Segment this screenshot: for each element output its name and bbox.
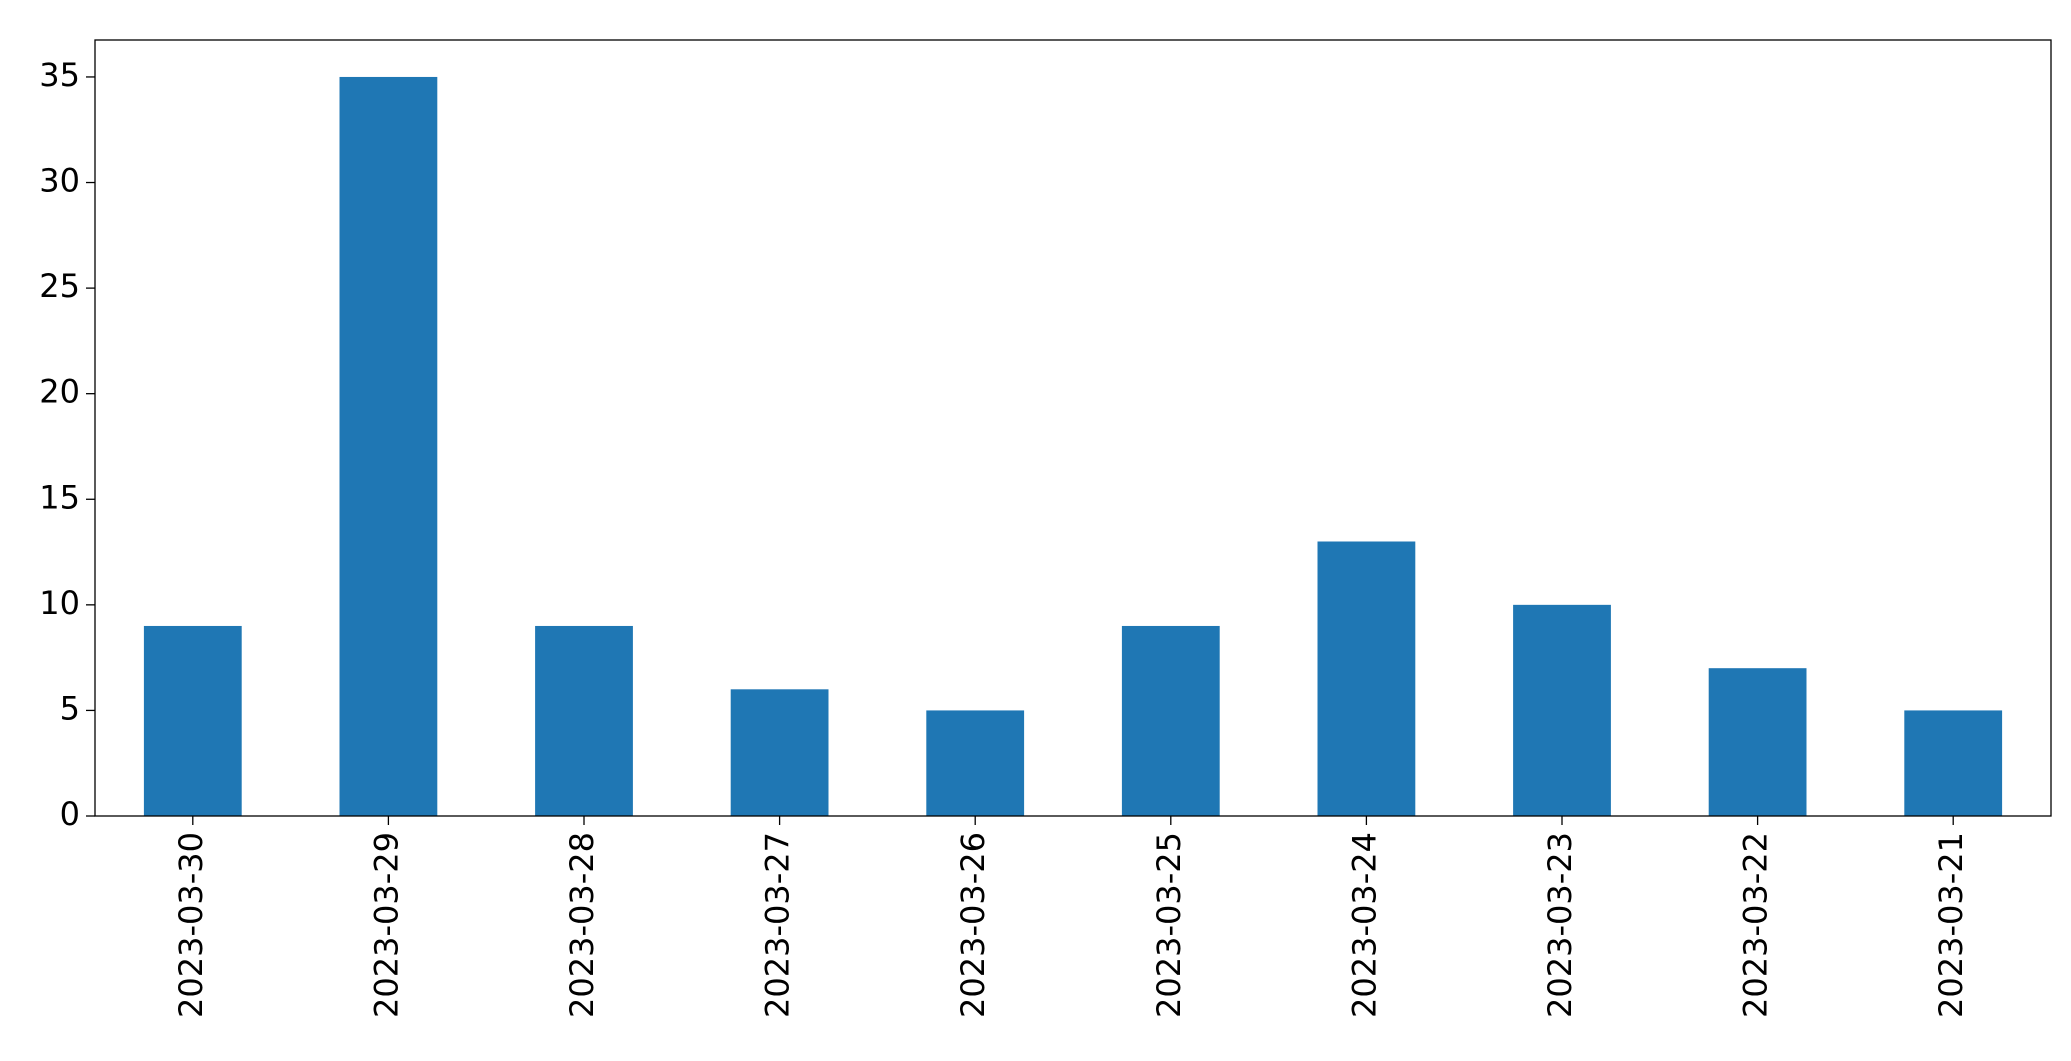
bar — [535, 625, 633, 816]
bar — [339, 76, 438, 816]
bar — [1121, 625, 1220, 816]
x-tick-label: 2023-03-27 — [759, 832, 797, 1018]
bar — [1904, 710, 2003, 816]
y-tick-label: 0 — [60, 795, 80, 833]
x-tick-label: 2023-03-22 — [1737, 832, 1775, 1018]
x-tick-label: 2023-03-23 — [1541, 832, 1579, 1018]
x-tick-label: 2023-03-28 — [563, 832, 601, 1018]
y-tick-label: 10 — [39, 584, 80, 622]
plot-frame — [94, 39, 2052, 817]
bar — [1708, 668, 1807, 816]
y-tick-label: 25 — [39, 267, 80, 305]
x-tick-label: 2023-03-24 — [1345, 832, 1383, 1018]
y-tick-label: 15 — [39, 478, 80, 516]
y-tick-label: 30 — [39, 162, 80, 200]
y-tick-label: 20 — [39, 373, 80, 411]
y-tick-label: 35 — [39, 56, 80, 94]
x-tick-label: 2023-03-26 — [954, 832, 992, 1018]
bar — [926, 710, 1025, 816]
bar — [1513, 604, 1611, 816]
bar — [730, 689, 829, 816]
x-tick-label: 2023-03-29 — [367, 832, 405, 1018]
x-tick-label: 2023-03-30 — [172, 832, 210, 1018]
y-tick-label: 5 — [60, 689, 80, 727]
bar — [1317, 541, 1416, 816]
x-tick-label: 2023-03-25 — [1150, 832, 1188, 1018]
bar — [143, 625, 242, 816]
x-tick-label: 2023-03-21 — [1932, 832, 1970, 1018]
